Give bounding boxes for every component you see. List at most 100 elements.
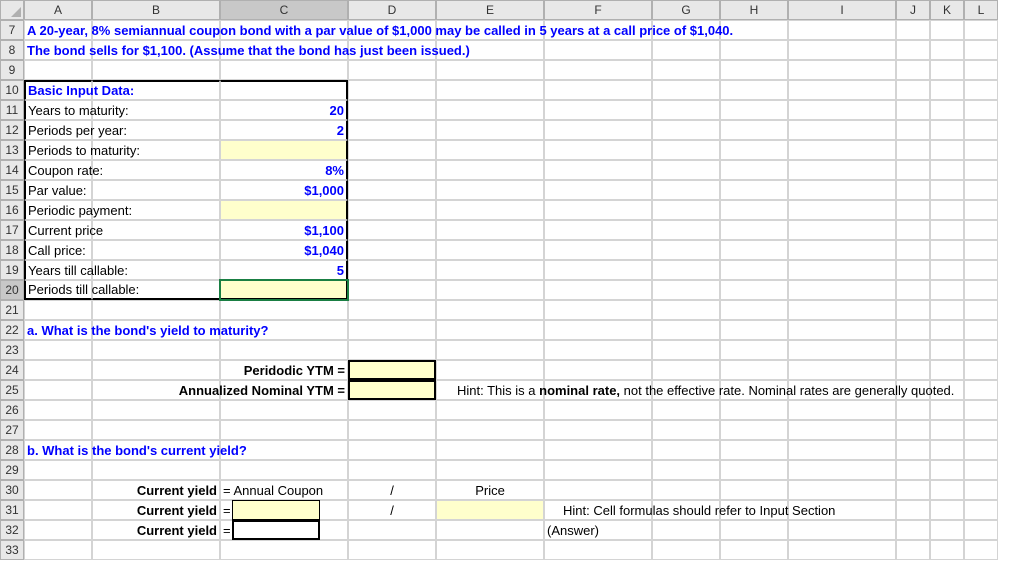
- cell-F14[interactable]: [544, 160, 652, 180]
- cell-L13[interactable]: [964, 140, 998, 160]
- cell-L24[interactable]: [964, 360, 998, 380]
- cell-F29[interactable]: [544, 460, 652, 480]
- cell-F26[interactable]: [544, 400, 652, 420]
- cell-I26[interactable]: [788, 400, 896, 420]
- cell-D12[interactable]: [348, 120, 436, 140]
- cell-L32[interactable]: [964, 520, 998, 540]
- cell-A15[interactable]: Par value:: [24, 180, 92, 200]
- cell-C28[interactable]: [220, 440, 348, 460]
- cell-I7[interactable]: [788, 20, 896, 40]
- cell-I13[interactable]: [788, 140, 896, 160]
- cell-E23[interactable]: [436, 340, 544, 360]
- cell-A18[interactable]: Call price:: [24, 240, 92, 260]
- cell-A29[interactable]: [24, 460, 92, 480]
- cell-H16[interactable]: [720, 200, 788, 220]
- cell-F10[interactable]: [544, 80, 652, 100]
- cell-K22[interactable]: [930, 320, 964, 340]
- cell-L25[interactable]: [964, 380, 998, 400]
- cell-F15[interactable]: [544, 180, 652, 200]
- row-header-15[interactable]: 15: [0, 180, 24, 200]
- cell-A12[interactable]: Periods per year:: [24, 120, 92, 140]
- cell-B14[interactable]: [92, 160, 220, 180]
- cell-J30[interactable]: [896, 480, 930, 500]
- cell-G11[interactable]: [652, 100, 720, 120]
- cell-J12[interactable]: [896, 120, 930, 140]
- cell-A25[interactable]: [24, 380, 92, 400]
- cell-D30[interactable]: /: [348, 480, 436, 500]
- cell-F9[interactable]: [544, 60, 652, 80]
- cell-I11[interactable]: [788, 100, 896, 120]
- cell-D31[interactable]: /: [348, 500, 436, 520]
- cell-E9[interactable]: [436, 60, 544, 80]
- cell-G12[interactable]: [652, 120, 720, 140]
- row-header-7[interactable]: 7: [0, 20, 24, 40]
- cell-E12[interactable]: [436, 120, 544, 140]
- cell-J26[interactable]: [896, 400, 930, 420]
- cell-C22[interactable]: [220, 320, 348, 340]
- cell-H7[interactable]: [720, 20, 788, 40]
- cell-J15[interactable]: [896, 180, 930, 200]
- cell-J13[interactable]: [896, 140, 930, 160]
- cell-H23[interactable]: [720, 340, 788, 360]
- cell-C13[interactable]: [220, 140, 348, 160]
- cell-L22[interactable]: [964, 320, 998, 340]
- cell-G21[interactable]: [652, 300, 720, 320]
- cell-L27[interactable]: [964, 420, 998, 440]
- cell-K17[interactable]: [930, 220, 964, 240]
- cell-D22[interactable]: [348, 320, 436, 340]
- col-header-C[interactable]: C: [220, 0, 348, 20]
- cell-C21[interactable]: [220, 300, 348, 320]
- cell-K11[interactable]: [930, 100, 964, 120]
- cell-H25[interactable]: [720, 380, 788, 400]
- cell-D17[interactable]: [348, 220, 436, 240]
- row-header-22[interactable]: 22: [0, 320, 24, 340]
- cell-L31[interactable]: [964, 500, 998, 520]
- cell-K8[interactable]: [930, 40, 964, 60]
- cell-L28[interactable]: [964, 440, 998, 460]
- cell-C14[interactable]: 8%: [220, 160, 348, 180]
- cell-E24[interactable]: [436, 360, 544, 380]
- cell-G16[interactable]: [652, 200, 720, 220]
- cell-K28[interactable]: [930, 440, 964, 460]
- cell-K12[interactable]: [930, 120, 964, 140]
- cell-F8[interactable]: [544, 40, 652, 60]
- cell-J17[interactable]: [896, 220, 930, 240]
- cell-C9[interactable]: [220, 60, 348, 80]
- cell-D25[interactable]: [348, 380, 436, 400]
- cell-H17[interactable]: [720, 220, 788, 240]
- cell-H21[interactable]: [720, 300, 788, 320]
- row-header-17[interactable]: 17: [0, 220, 24, 240]
- cell-L7[interactable]: [964, 20, 998, 40]
- cell-I18[interactable]: [788, 240, 896, 260]
- cell-F22[interactable]: [544, 320, 652, 340]
- cell-J23[interactable]: [896, 340, 930, 360]
- cell-C17[interactable]: $1,100: [220, 220, 348, 240]
- cell-I10[interactable]: [788, 80, 896, 100]
- cell-H22[interactable]: [720, 320, 788, 340]
- cell-C19[interactable]: 5: [220, 260, 348, 280]
- cell-G20[interactable]: [652, 280, 720, 300]
- cell-C16[interactable]: [220, 200, 348, 220]
- cell-G17[interactable]: [652, 220, 720, 240]
- cell-A30[interactable]: [24, 480, 92, 500]
- row-header-33[interactable]: 33: [0, 540, 24, 560]
- cell-K27[interactable]: [930, 420, 964, 440]
- cell-L16[interactable]: [964, 200, 998, 220]
- cell-H12[interactable]: [720, 120, 788, 140]
- cell-C24[interactable]: Peridodic YTM =: [220, 360, 348, 380]
- cell-F33[interactable]: [544, 540, 652, 560]
- cell-G27[interactable]: [652, 420, 720, 440]
- cell-F12[interactable]: [544, 120, 652, 140]
- row-header-31[interactable]: 31: [0, 500, 24, 520]
- row-header-11[interactable]: 11: [0, 100, 24, 120]
- row-header-8[interactable]: 8: [0, 40, 24, 60]
- cell-F16[interactable]: [544, 200, 652, 220]
- cell-L30[interactable]: [964, 480, 998, 500]
- cell-K24[interactable]: [930, 360, 964, 380]
- cell-L18[interactable]: [964, 240, 998, 260]
- cell-G32[interactable]: [652, 520, 720, 540]
- cell-F28[interactable]: [544, 440, 652, 460]
- cell-K16[interactable]: [930, 200, 964, 220]
- cell-A33[interactable]: [24, 540, 92, 560]
- col-header-K[interactable]: K: [930, 0, 964, 20]
